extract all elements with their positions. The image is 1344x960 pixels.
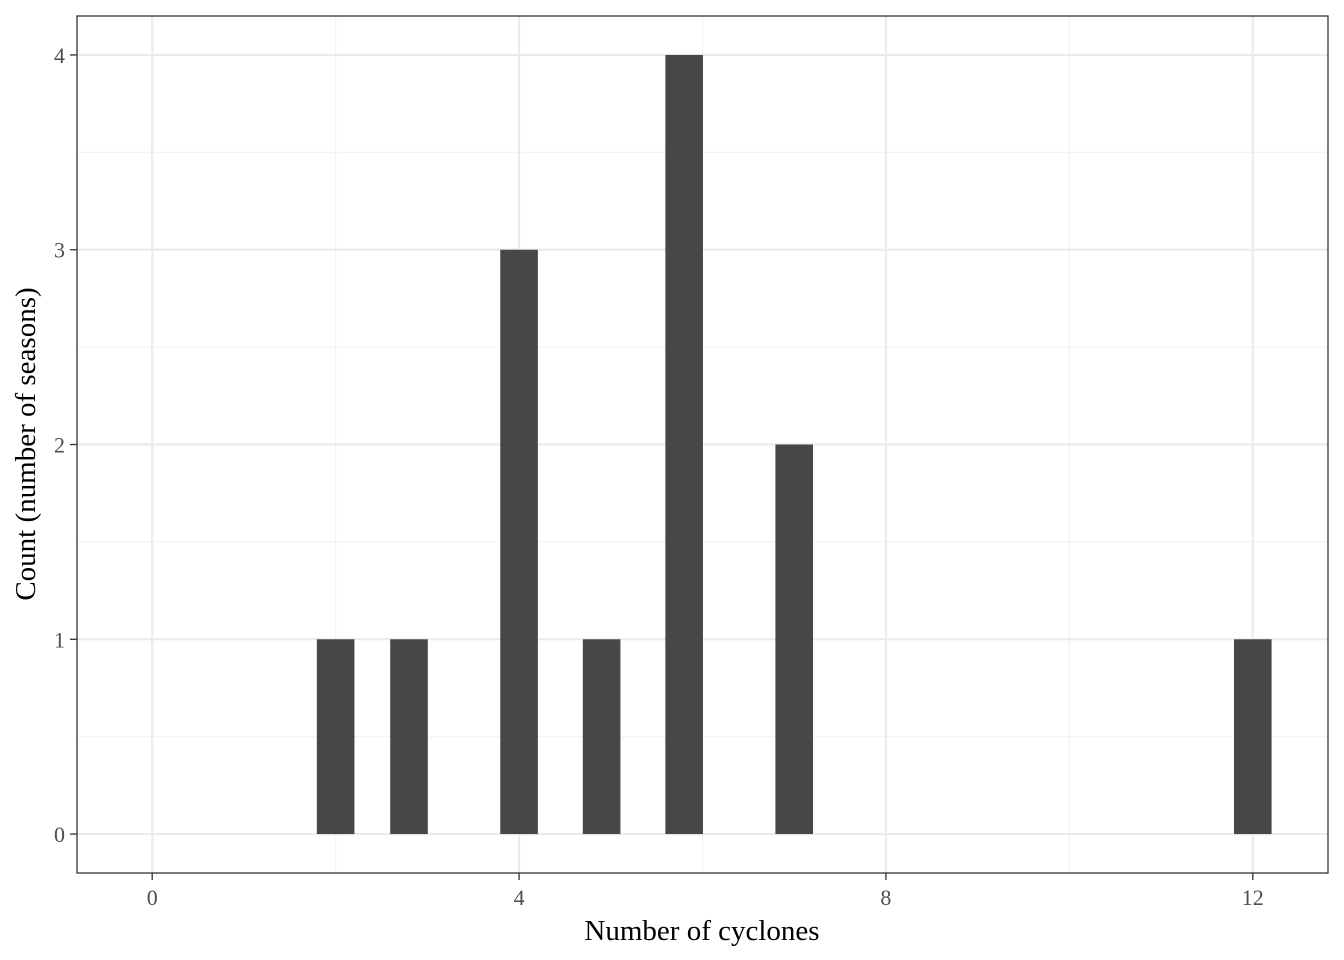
y-tick-label: 0 bbox=[54, 822, 65, 847]
bars bbox=[316, 54, 1272, 835]
y-tick-label: 4 bbox=[54, 43, 65, 68]
x-tick-label: 4 bbox=[514, 885, 525, 910]
x-tick-label: 12 bbox=[1242, 885, 1264, 910]
bar bbox=[665, 54, 703, 835]
bar bbox=[500, 249, 538, 835]
bar bbox=[390, 639, 428, 835]
x-tick-label: 0 bbox=[147, 885, 158, 910]
bar bbox=[775, 444, 814, 835]
x-axis-title: Number of cyclones bbox=[584, 915, 819, 947]
y-axis-title: Count (number of seasons) bbox=[10, 287, 42, 600]
x-tick-label: 8 bbox=[880, 885, 891, 910]
bar bbox=[316, 639, 355, 835]
y-tick-label: 3 bbox=[54, 238, 65, 263]
bar bbox=[1233, 639, 1272, 835]
y-tick-label: 1 bbox=[54, 627, 65, 652]
x-axis-ticks: 0 4 8 12 bbox=[147, 873, 1264, 910]
y-axis-ticks: 0 1 2 3 4 bbox=[54, 43, 77, 847]
y-tick-label: 2 bbox=[54, 433, 65, 458]
bar bbox=[582, 639, 621, 835]
